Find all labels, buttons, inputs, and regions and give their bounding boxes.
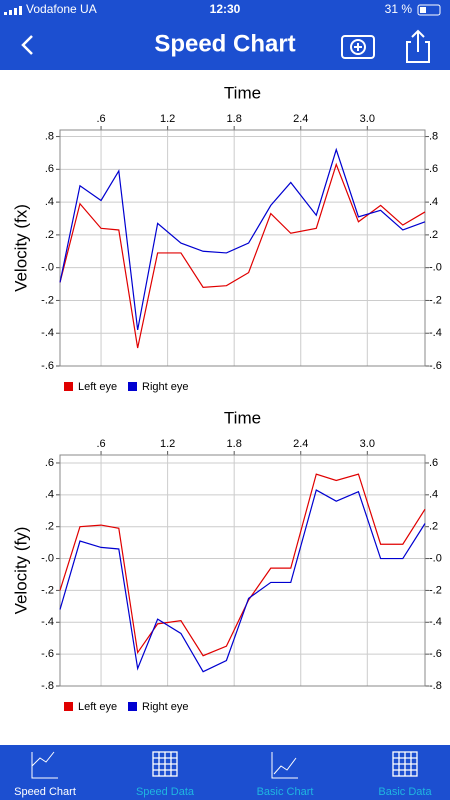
y-tick-label: .4	[45, 489, 54, 501]
x-axis-title: Time	[224, 83, 261, 102]
series-line	[59, 147, 426, 331]
y-tick-label: -.0	[41, 262, 54, 274]
y2-tick-label: .6	[429, 457, 438, 469]
tab-icon-speed-chart	[31, 751, 58, 779]
tab-speed-data[interactable]: Speed Data	[136, 786, 195, 798]
camera-button[interactable]	[341, 35, 375, 59]
y2-tick-label: -.4	[429, 327, 442, 339]
y2-tick-label: .2	[429, 521, 438, 533]
share-button[interactable]	[406, 29, 430, 63]
x-tick-label: 3.0	[360, 113, 375, 125]
y2-tick-label: -.0	[429, 262, 442, 274]
legend-swatch	[64, 382, 73, 391]
y2-tick-label: -.8	[429, 680, 442, 692]
y2-tick-label: .8	[429, 130, 438, 142]
battery-fill	[420, 7, 426, 13]
plot-frame	[59, 129, 426, 367]
x-tick-label: 1.2	[160, 438, 175, 450]
y-tick-label: .4	[45, 196, 54, 208]
y-axis-title: Velocity (fy)	[11, 527, 30, 615]
signal	[4, 6, 22, 15]
clock: 12:30	[210, 2, 241, 16]
y2-tick-label: -.2	[429, 584, 442, 596]
series-line	[59, 473, 426, 657]
tab-icon-basic-chart	[271, 752, 298, 779]
y-tick-label: -.2	[41, 294, 54, 306]
legend-swatch	[64, 702, 73, 711]
legend-label: Left eye	[78, 381, 117, 393]
legend-label: Right eye	[142, 381, 188, 393]
x-tick-label: 2.4	[293, 113, 308, 125]
y2-tick-label: .4	[429, 489, 438, 501]
x-tick-label: 1.8	[227, 113, 242, 125]
y-tick-label: -.2	[41, 584, 54, 596]
y-tick-label: .8	[45, 130, 54, 142]
y2-tick-label: .2	[429, 229, 438, 241]
tab-bar	[0, 745, 450, 800]
header	[0, 0, 450, 70]
y-tick-label: -.4	[41, 327, 54, 339]
y-axis-title: Velocity (fx)	[11, 204, 30, 292]
back-button[interactable]	[21, 35, 33, 55]
x-tick-label: 1.8	[227, 438, 242, 450]
y-tick-label: -.4	[41, 616, 54, 628]
y2-tick-label: .4	[429, 196, 438, 208]
x-tick-label: 1.2	[160, 113, 175, 125]
y-tick-label: .6	[45, 457, 54, 469]
y-tick-label: -.6	[41, 360, 54, 372]
y-tick-label: .6	[45, 163, 54, 175]
battery-level: 31 %	[385, 2, 413, 16]
y-tick-label: .2	[45, 521, 54, 533]
tab-speed-chart[interactable]: Speed Chart	[14, 786, 76, 798]
carrier: Vodafone UA	[26, 2, 97, 16]
legend-swatch	[128, 702, 137, 711]
y2-tick-label: .6	[429, 163, 438, 175]
tab-icon-speed-data	[152, 751, 178, 777]
battery-icon	[417, 4, 441, 16]
tab-basic-data[interactable]: Basic Data	[378, 786, 432, 798]
series-line	[59, 489, 426, 673]
y2-tick-label: -.6	[429, 648, 442, 660]
y2-tick-label: -.2	[429, 294, 442, 306]
y2-tick-label: -.0	[429, 552, 442, 564]
y-tick-label: .2	[45, 229, 54, 241]
y2-tick-label: -.6	[429, 360, 442, 372]
x-tick-label: 3.0	[360, 438, 375, 450]
series-line	[59, 162, 426, 349]
tab-icon-basic-data	[392, 751, 418, 777]
y-tick-label: -.0	[41, 552, 54, 564]
legend-label: Right eye	[142, 701, 188, 713]
y-tick-label: -.8	[41, 680, 54, 692]
y-tick-label: -.6	[41, 648, 54, 660]
x-axis-title: Time	[224, 408, 261, 427]
x-tick-label: .6	[96, 113, 105, 125]
plot-frame	[59, 454, 426, 687]
tab-basic-chart[interactable]: Basic Chart	[257, 786, 314, 798]
legend-swatch	[128, 382, 137, 391]
x-tick-label: 2.4	[293, 438, 308, 450]
y2-tick-label: -.4	[429, 616, 442, 628]
legend-label: Left eye	[78, 701, 117, 713]
x-tick-label: .6	[96, 438, 105, 450]
nav-title: Speed Chart	[154, 30, 295, 57]
